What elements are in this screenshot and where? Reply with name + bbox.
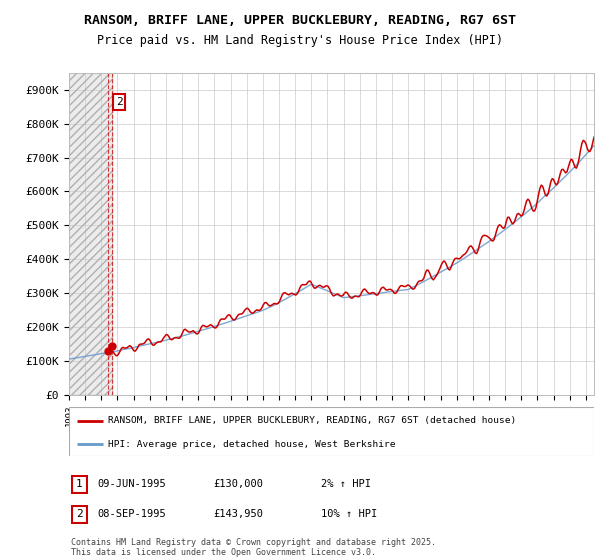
Text: 10% ↑ HPI: 10% ↑ HPI [321,509,377,519]
Text: HPI: Average price, detached house, West Berkshire: HPI: Average price, detached house, West… [109,440,396,449]
Text: RANSOM, BRIFF LANE, UPPER BUCKLEBURY, READING, RG7 6ST: RANSOM, BRIFF LANE, UPPER BUCKLEBURY, RE… [84,14,516,27]
Bar [69,73,113,395]
Text: Contains HM Land Registry data © Crown copyright and database right 2025.
This d: Contains HM Land Registry data © Crown c… [71,538,436,557]
Text: 09-JUN-1995: 09-JUN-1995 [97,479,166,489]
FancyBboxPatch shape [71,506,87,522]
Text: 1: 1 [76,479,83,489]
Text: £130,000: £130,000 [213,479,263,489]
Text: 08-SEP-1995: 08-SEP-1995 [97,509,166,519]
Text: £143,950: £143,950 [213,509,263,519]
Text: 2% ↑ HPI: 2% ↑ HPI [321,479,371,489]
Text: 2: 2 [116,97,122,107]
Text: 2: 2 [76,509,83,519]
FancyBboxPatch shape [71,476,87,493]
Bar [69,73,113,395]
Text: Price paid vs. HM Land Registry's House Price Index (HPI): Price paid vs. HM Land Registry's House … [97,34,503,46]
Text: RANSOM, BRIFF LANE, UPPER BUCKLEBURY, READING, RG7 6ST (detached house): RANSOM, BRIFF LANE, UPPER BUCKLEBURY, RE… [109,417,517,426]
